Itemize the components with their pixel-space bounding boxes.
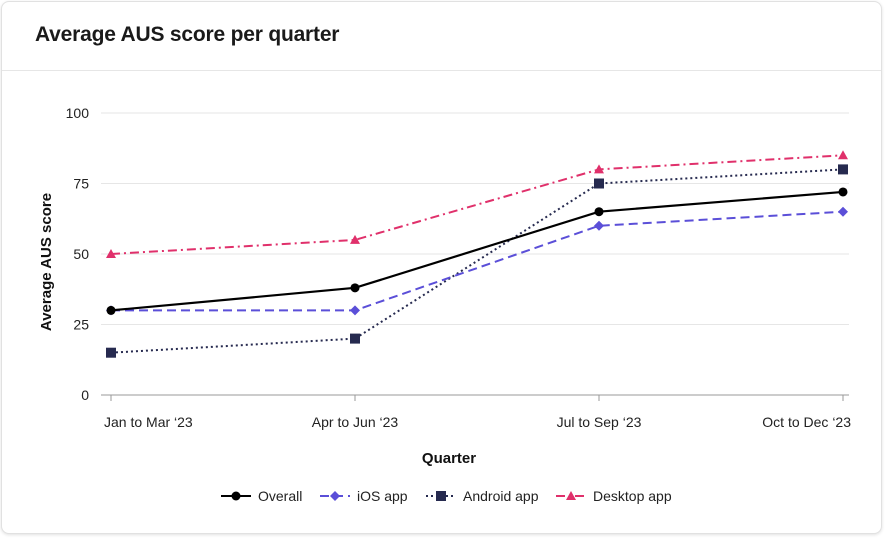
- legend-item: Desktop app: [556, 488, 672, 504]
- series-ios-app: [106, 206, 848, 316]
- y-tick-label: 0: [81, 387, 89, 403]
- y-axis-title: Average AUS score: [38, 193, 55, 331]
- series-line: [111, 210, 844, 312]
- marker-circle: [106, 305, 116, 315]
- x-tick-label: Jul to Sep ‘23: [557, 414, 642, 430]
- y-tick-label: 100: [66, 105, 90, 121]
- marker-circle: [350, 283, 360, 293]
- y-axis-ticks: 0 25 50 75 100: [66, 105, 90, 403]
- marker-triangle: [106, 249, 116, 258]
- chart-title: Average AUS score per quarter: [35, 23, 340, 46]
- legend-label: iOS app: [357, 488, 408, 504]
- legend-item: Android app: [426, 488, 539, 504]
- marker-triangle: [594, 164, 604, 174]
- legend-label: Desktop app: [593, 488, 672, 504]
- marker-circle: [231, 491, 241, 501]
- series-line: [110, 154, 844, 255]
- x-tick-label: Oct to Dec ‘23: [762, 414, 851, 430]
- x-tick-label: Jan to Mar ‘23: [104, 414, 193, 430]
- legend-item: iOS app: [320, 488, 408, 504]
- series-group: [106, 150, 848, 358]
- marker-square: [350, 333, 360, 344]
- series-overall: [106, 187, 848, 315]
- y-tick-label: 75: [73, 176, 89, 192]
- legend: Overall iOS app Android app Desktop app: [221, 488, 672, 504]
- series-line: [110, 168, 844, 354]
- series-desktop-app: [106, 150, 848, 258]
- x-tick-label: Apr to Jun ‘23: [312, 414, 399, 430]
- marker-circle: [594, 207, 604, 217]
- card-header: Average AUS score per quarter: [2, 2, 881, 71]
- marker-diamond: [350, 305, 360, 316]
- marker-square: [838, 164, 848, 175]
- marker-circle: [838, 187, 848, 197]
- marker-diamond: [594, 220, 604, 231]
- marker-square: [436, 491, 446, 501]
- series-line: [110, 190, 844, 312]
- legend-label: Overall: [258, 488, 302, 504]
- marker-diamond: [330, 491, 340, 501]
- marker-square: [106, 347, 116, 358]
- marker-triangle: [350, 234, 360, 244]
- y-tick-label: 50: [73, 246, 89, 262]
- x-axis-title: Quarter: [422, 450, 476, 467]
- legend-label: Android app: [463, 488, 539, 504]
- marker-triangle: [838, 150, 848, 160]
- legend-item: Overall: [221, 488, 302, 504]
- grid-lines: [101, 112, 849, 325]
- y-tick-label: 25: [73, 317, 89, 333]
- marker-square: [594, 178, 604, 189]
- x-axis-ticks: Jan to Mar ‘23 Apr to Jun ‘23 Jul to Sep ‘…: [104, 395, 851, 430]
- marker-triangle: [566, 491, 576, 500]
- series-android-app: [106, 164, 848, 358]
- marker-diamond: [838, 206, 848, 217]
